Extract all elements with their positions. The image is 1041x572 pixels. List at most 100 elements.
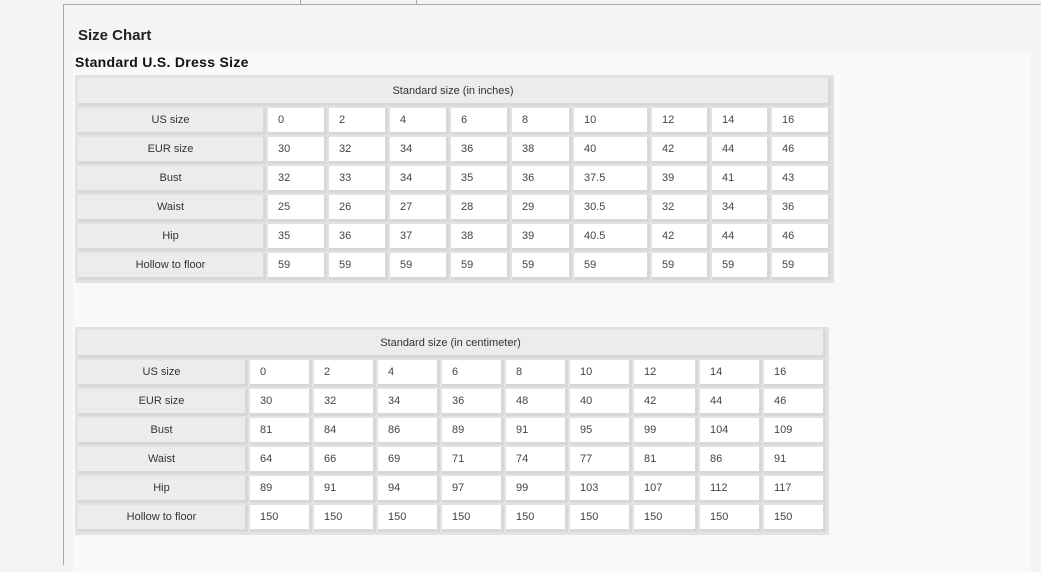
table-cell: 64 (250, 447, 312, 474)
row-label: Hip (78, 224, 266, 251)
table-cell: 150 (506, 505, 568, 532)
table-cell: 150 (570, 505, 632, 532)
table-cell: 66 (314, 447, 376, 474)
row-label: US size (78, 108, 266, 135)
table-row: Hollow to floor 59 59 59 59 59 59 59 59 59 (78, 253, 831, 280)
table-cell: 34 (378, 389, 440, 416)
table-cell: 8 (512, 108, 572, 135)
section-title: Standard U.S. Dress Size (75, 54, 249, 70)
table-cell: 0 (268, 108, 327, 135)
table-cell: 89 (250, 476, 312, 503)
table-cell: 37 (390, 224, 449, 251)
table-cell: 150 (700, 505, 762, 532)
table-cell: 36 (512, 166, 572, 193)
table-cell: 4 (390, 108, 449, 135)
table-cell: 2 (329, 108, 388, 135)
row-label: US size (78, 360, 248, 387)
table-cell: 32 (652, 195, 710, 222)
table-cell: 59 (712, 253, 770, 280)
table-cell: 150 (634, 505, 698, 532)
row-label: Waist (78, 447, 248, 474)
table-cell: 42 (652, 224, 710, 251)
tab-divider (416, 0, 417, 4)
table-cell: 35 (268, 224, 327, 251)
table-cell: 29 (512, 195, 572, 222)
table-cell: 150 (314, 505, 376, 532)
table-cell: 84 (314, 418, 376, 445)
table-cell: 150 (378, 505, 440, 532)
table-row: US size 0 2 4 6 8 10 12 14 16 (78, 108, 831, 135)
table-cell: 59 (574, 253, 650, 280)
table-cell: 59 (772, 253, 831, 280)
table-cell: 44 (712, 224, 770, 251)
table-cell: 42 (652, 137, 710, 164)
row-label: Hip (78, 476, 248, 503)
table-cell: 8 (506, 360, 568, 387)
table-cell: 25 (268, 195, 327, 222)
table-cell: 46 (772, 137, 831, 164)
table-cell: 59 (268, 253, 327, 280)
table-cell: 59 (652, 253, 710, 280)
table-cell: 10 (570, 360, 632, 387)
table-row: US size 0 2 4 6 8 10 12 14 16 (78, 360, 826, 387)
row-label: EUR size (78, 389, 248, 416)
table-cell: 40.5 (574, 224, 650, 251)
table-cell: 0 (250, 360, 312, 387)
table-cell: 6 (451, 108, 510, 135)
table-cell: 42 (634, 389, 698, 416)
table-cell: 28 (451, 195, 510, 222)
page-title: Size Chart (78, 27, 152, 44)
table-cell: 59 (512, 253, 572, 280)
table-cell: 37.5 (574, 166, 650, 193)
table-cell: 32 (329, 137, 388, 164)
table-row: Bust 32 33 34 35 36 37.5 39 41 43 (78, 166, 831, 193)
table-cell: 36 (442, 389, 504, 416)
table-cell: 69 (378, 447, 440, 474)
table-cell: 104 (700, 418, 762, 445)
table-cell: 16 (772, 108, 831, 135)
table-cell: 36 (451, 137, 510, 164)
table-cell: 30.5 (574, 195, 650, 222)
row-label: Hollow to floor (78, 253, 266, 280)
table-cell: 43 (772, 166, 831, 193)
table-cell: 59 (451, 253, 510, 280)
table-row: Hip 35 36 37 38 39 40.5 42 44 46 (78, 224, 831, 251)
table-cell: 150 (764, 505, 826, 532)
table-cell: 91 (314, 476, 376, 503)
table-cell: 34 (390, 137, 449, 164)
size-table-centimeter: Standard size (in centimeter) US size 0 2 4 6… (75, 327, 829, 535)
table-cell: 107 (634, 476, 698, 503)
table-cell: 48 (506, 389, 568, 416)
table-cell: 10 (574, 108, 650, 135)
table-cell: 109 (764, 418, 826, 445)
table-cell: 6 (442, 360, 504, 387)
table-cell: 14 (700, 360, 762, 387)
row-label: Bust (78, 166, 266, 193)
table-cell: 103 (570, 476, 632, 503)
table-cell: 26 (329, 195, 388, 222)
row-label: EUR size (78, 137, 266, 164)
table-cell: 35 (451, 166, 510, 193)
table-cell: 86 (378, 418, 440, 445)
table-caption-row: Standard size (in centimeter) (78, 330, 826, 358)
table-row: Hip 89 91 94 97 99 103 107 112 117 (78, 476, 826, 503)
table-caption: Standard size (in inches) (78, 78, 831, 106)
table-cell: 97 (442, 476, 504, 503)
table-cell: 40 (574, 137, 650, 164)
table-cell: 91 (764, 447, 826, 474)
table-cell: 32 (314, 389, 376, 416)
table-cell: 117 (764, 476, 826, 503)
table-cell: 34 (712, 195, 770, 222)
table-cell: 12 (652, 108, 710, 135)
table-cell: 112 (700, 476, 762, 503)
table-caption: Standard size (in centimeter) (78, 330, 826, 358)
table-cell: 77 (570, 447, 632, 474)
table-cell: 74 (506, 447, 568, 474)
table-cell: 39 (512, 224, 572, 251)
table-cell: 86 (700, 447, 762, 474)
table-cell: 16 (764, 360, 826, 387)
table-cell: 150 (250, 505, 312, 532)
table-cell: 2 (314, 360, 376, 387)
table-cell: 27 (390, 195, 449, 222)
table-cell: 38 (451, 224, 510, 251)
